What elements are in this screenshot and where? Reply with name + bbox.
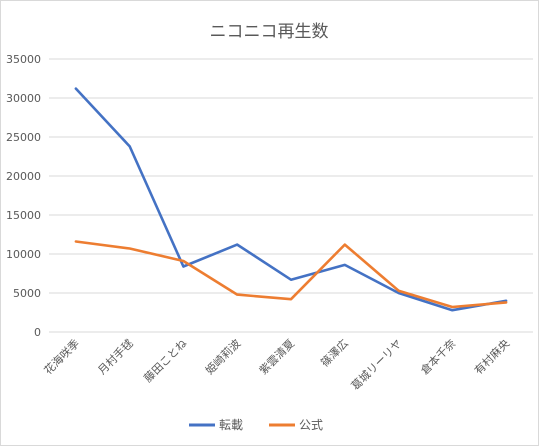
chart-title: ニコニコ再生数 xyxy=(210,22,329,42)
series-line-1 xyxy=(74,240,508,309)
legend-label-1: 公式 xyxy=(299,418,323,432)
y-axis-ticks: 0 5000 10000 15000 20000 25000 30000 35000 xyxy=(6,53,41,339)
series-lines xyxy=(74,87,508,312)
x-tick-label: 葛城リーリヤ xyxy=(349,337,405,393)
gridlines xyxy=(49,58,533,333)
x-tick-label: 花海咲季 xyxy=(41,336,82,377)
x-tick-label: 有村麻央 xyxy=(471,336,512,377)
x-tick-label: 紫雲清夏 xyxy=(257,337,297,377)
y-tick-label: 10000 xyxy=(6,248,41,261)
y-tick-label: 5000 xyxy=(13,287,41,300)
y-tick-label: 20000 xyxy=(6,170,41,183)
y-tick-label: 30000 xyxy=(6,92,41,105)
series-line-0 xyxy=(74,87,508,312)
x-tick-label: 姫崎莉波 xyxy=(202,336,243,377)
x-tick-label: 月村手毬 xyxy=(95,336,136,377)
x-tick-label: 倉本千奈 xyxy=(417,336,458,377)
legend-label-0: 転載 xyxy=(219,418,243,432)
x-tick-label: 藤田ことね xyxy=(141,337,189,385)
y-tick-label: 0 xyxy=(34,326,41,339)
legend: 転載 公式 xyxy=(189,418,323,432)
x-tick-label: 篠澤広 xyxy=(318,336,351,369)
y-tick-label: 35000 xyxy=(6,53,41,66)
y-tick-label: 25000 xyxy=(6,131,41,144)
y-tick-label: 15000 xyxy=(6,209,41,222)
